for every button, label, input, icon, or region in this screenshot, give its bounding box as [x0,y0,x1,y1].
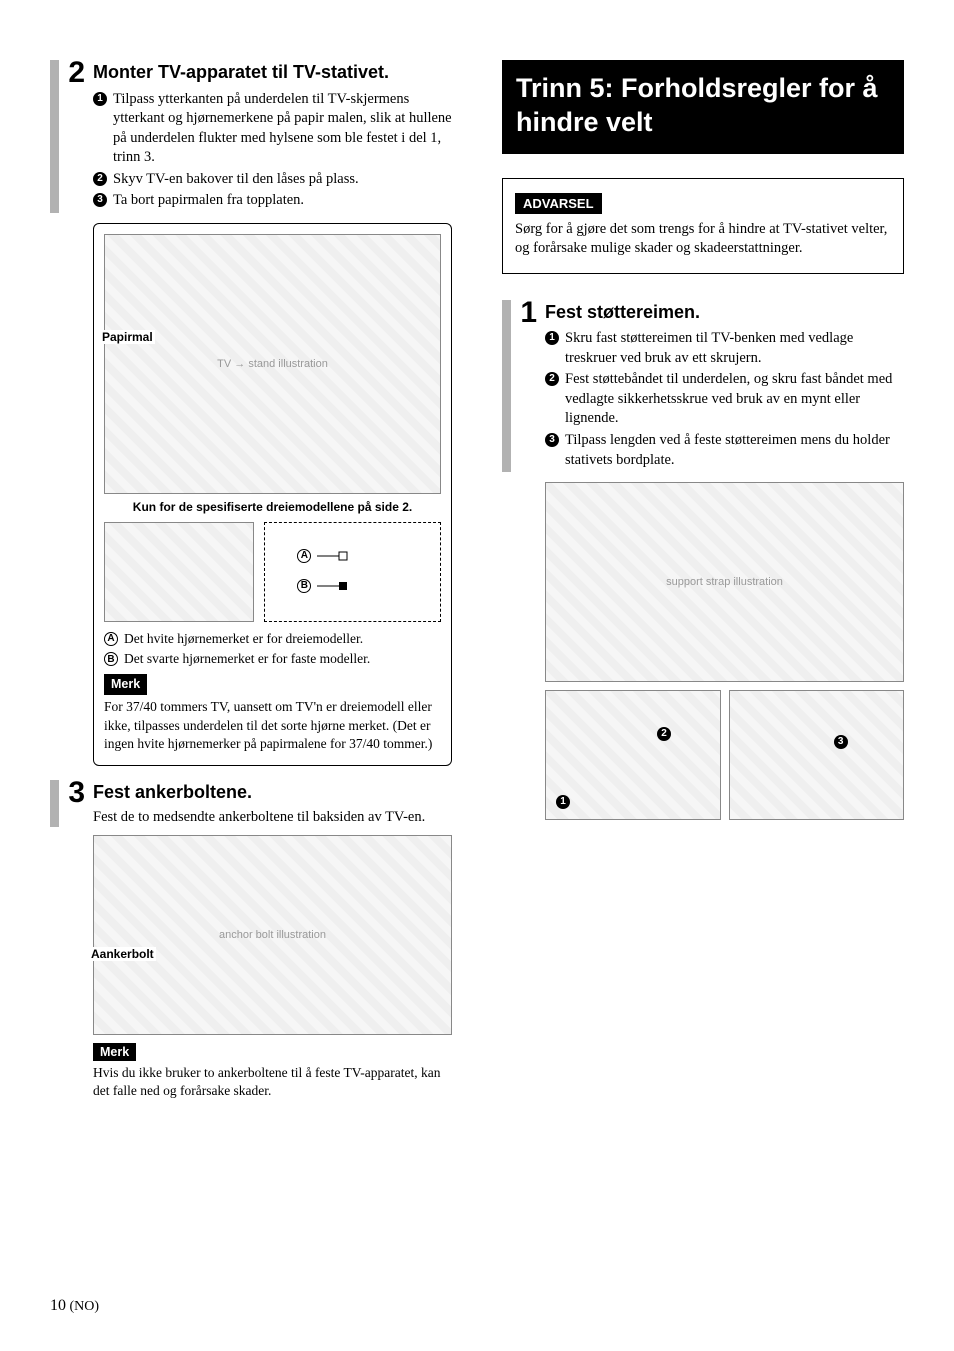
warning-text: Sørg for å gjøre det som trengs for å hi… [515,220,891,259]
bullet-2: 2 [93,172,107,186]
step-3: 3 Fest ankerboltene. Fest de to medsendt… [50,780,452,827]
right-step-1-title: Fest støttereimen. [545,300,904,324]
step-stripe-r1 [502,300,511,473]
step-3-desc: Fest de to medsendte ankerboltene til ba… [93,808,452,828]
step-2: 2 Monter TV-apparatet til TV-stativet. 1… [50,60,452,213]
left-column: 2 Monter TV-apparatet til TV-stativet. 1… [50,60,462,1101]
marker-a-text: Det hvite hjørnemerket er for dreiemodel… [124,630,363,648]
warning-label: ADVARSEL [515,193,602,214]
right-step1-item-2: Fest støttebåndet til underdelen, og skr… [565,370,904,429]
step2-item-2: Skyv TV-en bakover til den låses på plas… [113,170,359,190]
step-stripe-3 [50,780,59,827]
bullet-3: 3 [93,193,107,207]
section-heading: Trinn 5: Forholdsregler for å hindre vel… [502,60,904,154]
merk-label-2: Merk [93,1043,136,1061]
marker-a-icon-2: A [104,632,118,646]
right-step1-number: 1 [517,298,545,328]
detail-marker-1: 1 [556,795,570,809]
step3-number: 3 [65,778,93,808]
support-strap-detail-2: 3 [729,690,905,820]
papirmal-label: Papirmal [100,330,155,344]
detail-marker-3: 3 [834,735,848,749]
ankerbolt-label: Aankerbolt [89,947,156,961]
page-lang: (NO) [70,1299,100,1314]
step2-merk-text: For 37/40 tommers TV, uansett om TV'n er… [104,698,441,753]
marker-b-icon-2: B [104,652,118,666]
step-number: 2 [65,58,93,88]
marker-b-text: Det svarte hjørnemerket er for faste mod… [124,650,370,668]
support-strap-detail-1: 1 2 [545,690,721,820]
r-bullet-3: 3 [545,433,559,447]
corner-mark-illustration-left [104,522,254,622]
step2-caption: Kun for de spesifiserte dreiemodellene p… [104,500,441,514]
right-step1-item-1: Skru fast støttereimen til TV-benken med… [565,329,904,368]
support-strap-illustration-main: support strap illustration [545,482,904,682]
anchor-bolt-illustration: anchor bolt illustration [93,835,452,1035]
tv-mount-illustration: TV → stand illustration [104,234,441,494]
step3-merk-text: Hvis du ikke bruker to ankerboltene til … [93,1064,452,1100]
page-number: 10 [50,1297,66,1314]
page-footer: 10 (NO) [50,1297,99,1315]
warning-box: ADVARSEL Sørg for å gjøre det som trengs… [502,178,904,274]
right-step-1: 1 Fest støttereimen. 1 Skru fast støttere… [502,300,904,473]
step-stripe [50,60,59,213]
step2-item-3: Ta bort papirmalen fra topplaten. [113,191,304,211]
step-2-figure-box: TV → stand illustration Papirmal Kun for… [93,223,452,766]
r-bullet-2: 2 [545,372,559,386]
right-column: Trinn 5: Forholdsregler for å hindre vel… [492,60,904,1101]
step2-item-1: Tilpass ytterkanten på underdelen til TV… [113,90,452,168]
marker-b-icon: B [297,579,311,593]
bullet-1: 1 [93,92,107,106]
detail-marker-2: 2 [657,727,671,741]
marker-a-icon: A [297,549,311,563]
corner-mark-dashed-box: A B [264,522,441,622]
step-2-title: Monter TV-apparatet til TV-stativet. [93,60,452,84]
right-step1-item-3: Tilpass lengden ved å feste støttereimen… [565,431,904,470]
r-bullet-1: 1 [545,331,559,345]
merk-label-1: Merk [104,674,147,695]
step-3-title: Fest ankerboltene. [93,780,452,804]
